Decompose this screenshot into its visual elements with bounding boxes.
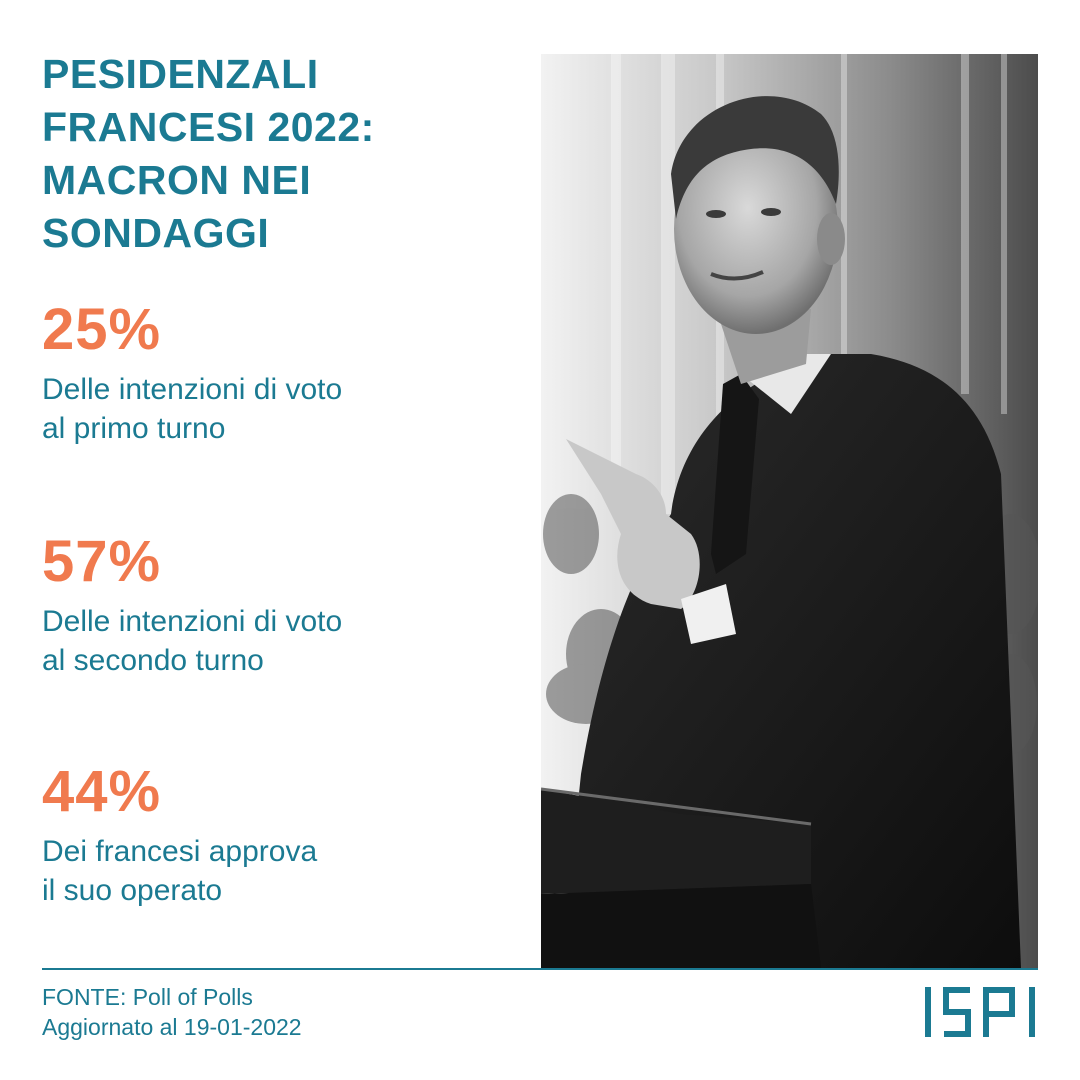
- title-line: MACRON NEI: [42, 157, 312, 203]
- stat-second-round: 57% Delle intenzioni di voto al secondo …: [42, 530, 512, 680]
- stat-description-line: Delle intenzioni di voto: [42, 605, 343, 638]
- title-line: FRANCESI 2022:: [42, 104, 375, 150]
- stat-first-round: 25% Delle intenzioni di voto al primo tu…: [42, 298, 512, 448]
- page-title: PESIDENZALI FRANCESI 2022: MACRON NEI SO…: [42, 48, 512, 260]
- stat-approval: 44% Dei francesi approva il suo operato: [42, 760, 512, 910]
- stat-description-line: il suo operato: [42, 874, 223, 907]
- footer-divider: [42, 968, 1038, 970]
- stat-description-line: Delle intenzioni di voto: [42, 373, 343, 406]
- stat-description: Dei francesi approva il suo operato: [42, 832, 512, 910]
- stat-description: Delle intenzioni di voto al primo turno: [42, 370, 512, 448]
- ispi-logo: [922, 984, 1040, 1040]
- stat-description-line: Dei francesi approva: [42, 835, 318, 868]
- stat-value: 57%: [42, 529, 162, 594]
- stat-description: Delle intenzioni di voto al secondo turn…: [42, 602, 512, 680]
- updated-date: Aggiornato al 19-01-2022: [42, 1014, 302, 1040]
- stat-value: 44%: [42, 759, 162, 824]
- portrait-photo: [541, 54, 1038, 968]
- title-line: SONDAGGI: [42, 210, 270, 256]
- stat-value: 25%: [42, 297, 162, 362]
- stat-description-line: al secondo turno: [42, 644, 264, 677]
- stat-description-line: al primo turno: [42, 412, 226, 445]
- title-line: PESIDENZALI: [42, 51, 319, 97]
- source-text: FONTE: Poll of Polls: [42, 984, 253, 1010]
- footer-source: FONTE: Poll of Polls Aggiornato al 19-01…: [42, 982, 302, 1042]
